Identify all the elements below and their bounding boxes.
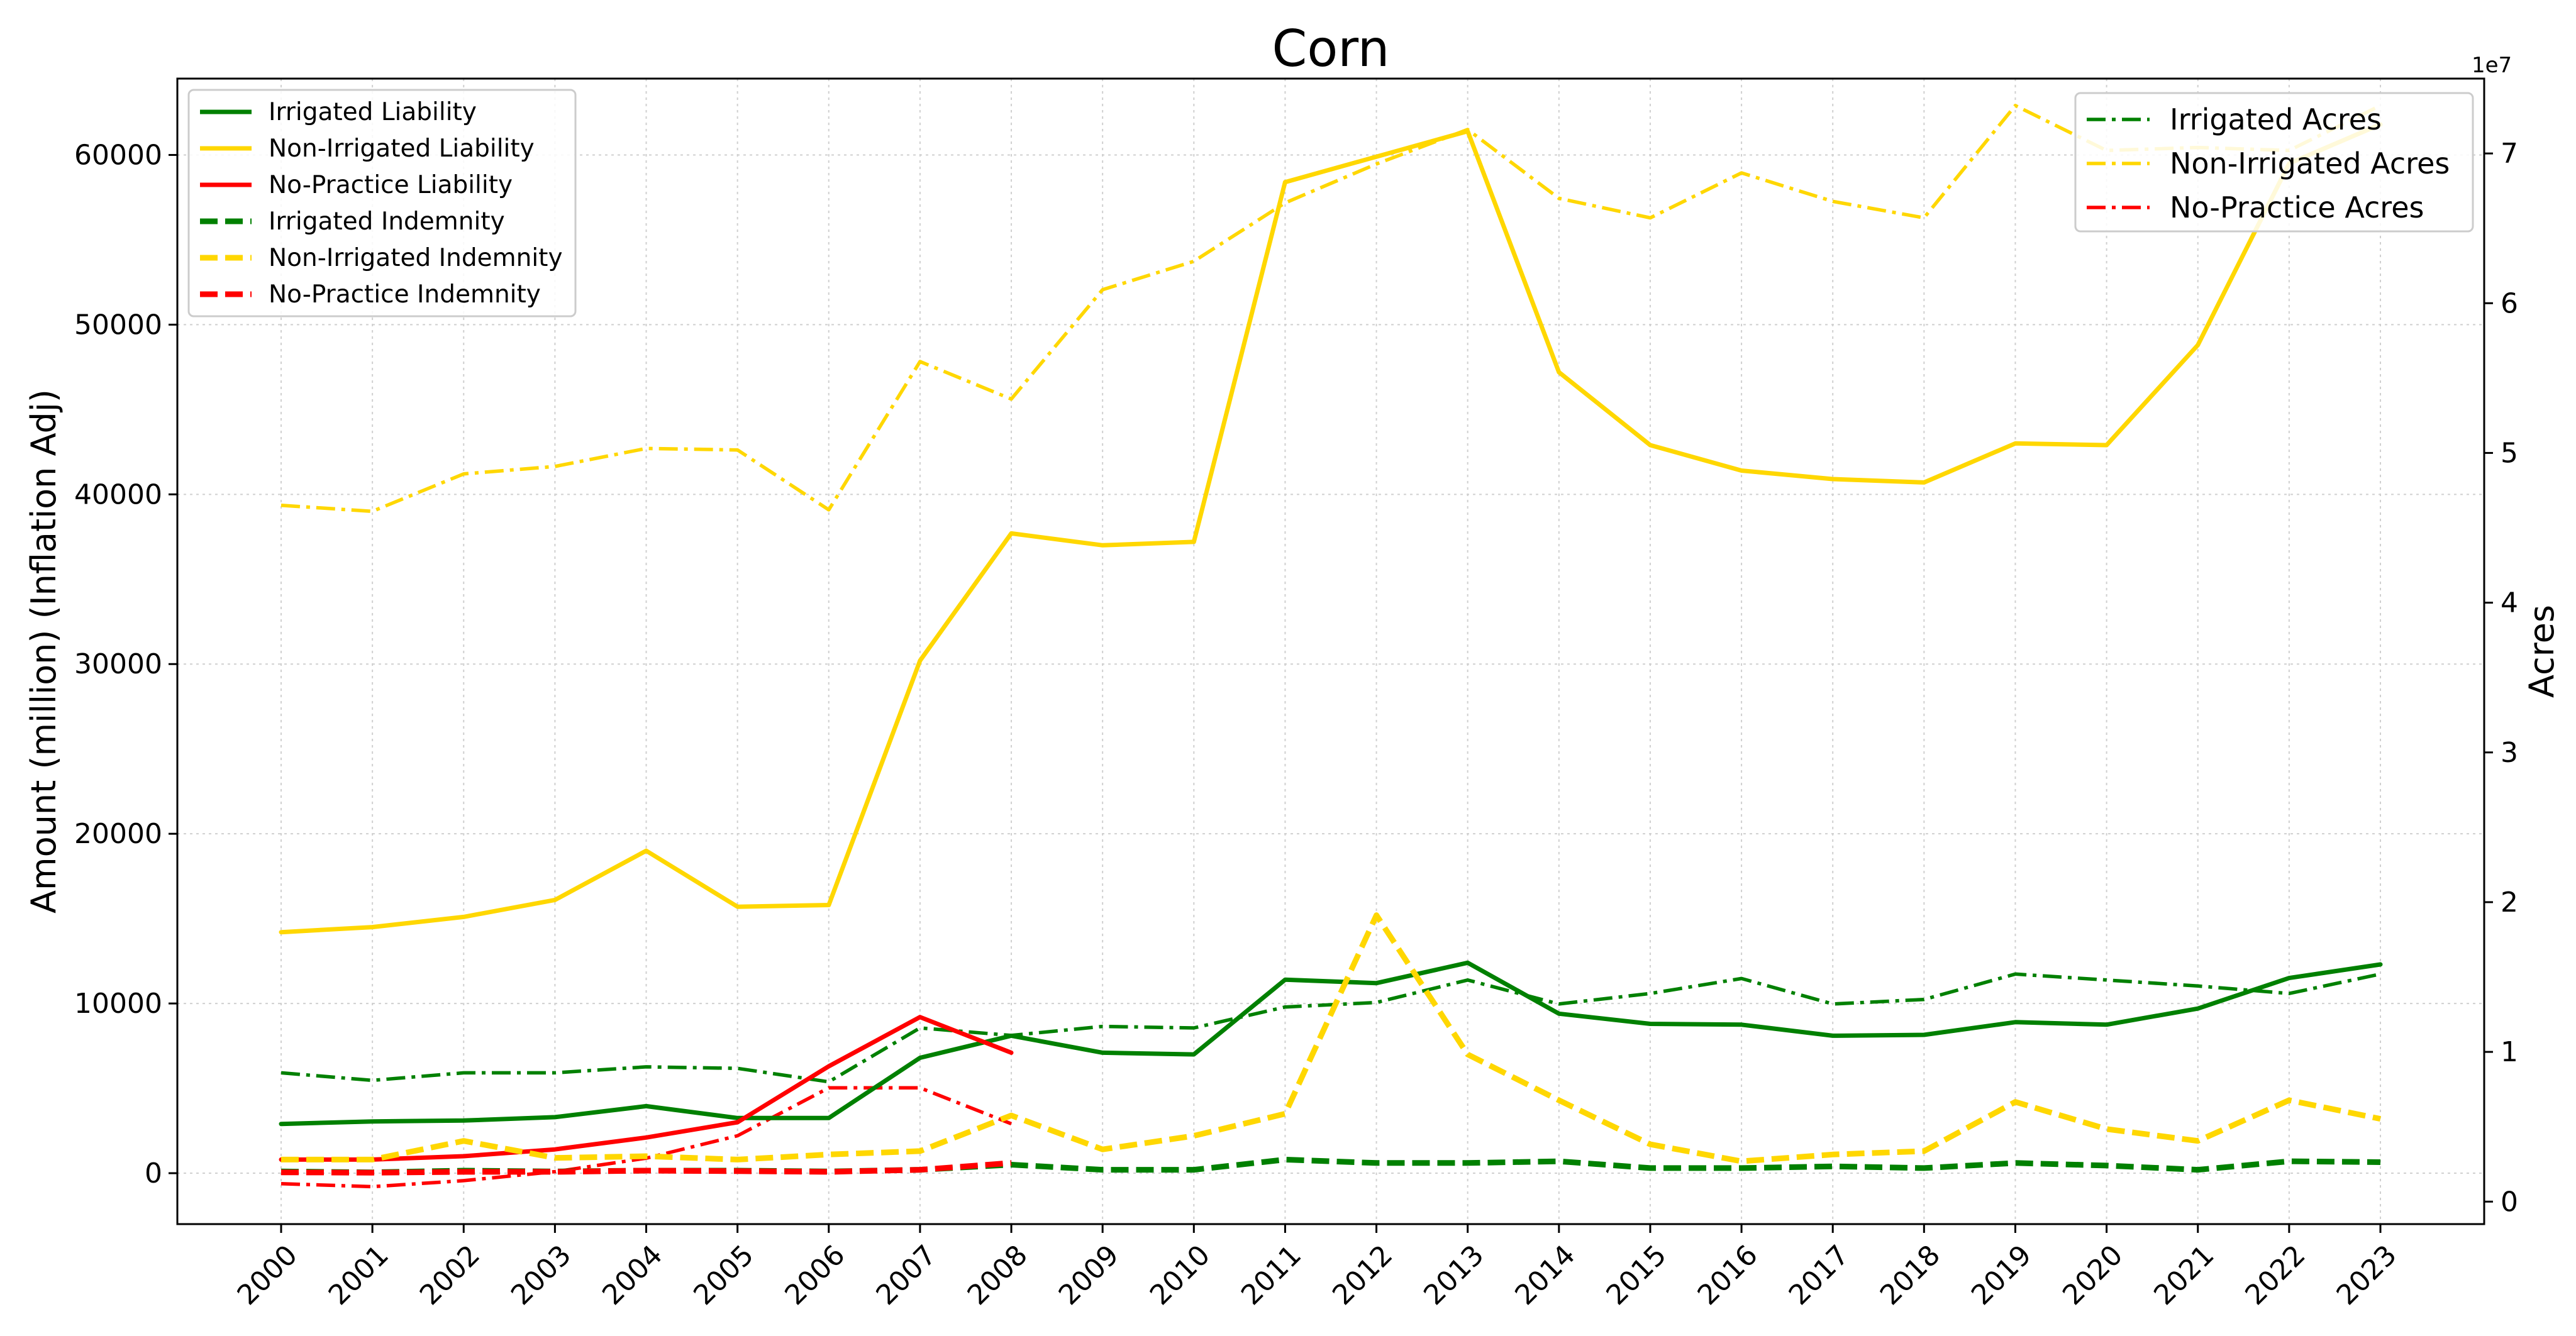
x-tick-label: 2015	[1600, 1239, 1672, 1311]
x-tick-label: 2023	[2331, 1239, 2403, 1311]
x-tick-label: 2006	[779, 1239, 851, 1311]
legend-left-label: Irrigated Liability	[269, 98, 477, 126]
y-axis-right: 0 1 2 3 4 5 6 7	[2484, 138, 2518, 1218]
x-tick-label: 2022	[2239, 1239, 2311, 1311]
y2-tick-label: 0	[2501, 1186, 2518, 1218]
series-line-amount-5	[280, 1160, 1012, 1176]
legend-right-label: Irrigated Acres	[2170, 102, 2382, 136]
series-lines	[279, 104, 2383, 1189]
legend-left-label: Irrigated Indemnity	[269, 207, 505, 236]
x-tick-label: 2021	[2148, 1239, 2220, 1311]
series-line-acres-1	[280, 104, 2382, 514]
x-tick-label: 2003	[505, 1239, 577, 1311]
legend-left-label: Non-Irrigated Indemnity	[269, 244, 563, 272]
y2-tick-label: 6	[2501, 287, 2518, 319]
y2-tick-label: 2	[2501, 886, 2518, 919]
legend-left-label: No-Practice Liability	[269, 171, 513, 199]
y-tick-label: 0	[145, 1157, 162, 1190]
series-line-acres-0	[280, 972, 2381, 1084]
legend-right-box	[2074, 92, 2474, 233]
y-tick-label: 50000	[74, 309, 162, 341]
x-tick-label: 2013	[1418, 1239, 1490, 1311]
x-tick-label: 2005	[687, 1239, 760, 1311]
x-tick-label: 2000	[231, 1239, 304, 1311]
y2-tick-label: 4	[2501, 587, 2518, 619]
series-line-amount-0	[279, 960, 2383, 1127]
x-tick-label: 2011	[1235, 1239, 1307, 1311]
legend-left-box	[187, 89, 577, 317]
y-tick-label: 30000	[74, 648, 162, 680]
x-tick-label: 2017	[1783, 1239, 1855, 1311]
chart-title: Corn	[1272, 19, 1390, 78]
y2-tick-label: 1	[2501, 1036, 2518, 1068]
grid	[177, 79, 2484, 1224]
y2-tick-label: 7	[2501, 138, 2518, 170]
x-tick-label: 2002	[414, 1239, 486, 1311]
x-tick-label: 2004	[596, 1239, 669, 1311]
legend-right: Irrigated Acres Non-Irrigated Acres No-Pra…	[2074, 92, 2474, 233]
legend-right-label: Non-Irrigated Acres	[2170, 146, 2450, 180]
y2-axis-label: Acres	[2522, 605, 2562, 698]
x-tick-label: 2007	[870, 1239, 942, 1311]
series-line-amount-1	[279, 122, 2383, 935]
y2-tick-label: 5	[2501, 437, 2518, 469]
plot-frame	[176, 77, 2485, 1225]
y-axis-left: 0 10000 20000 30000 40000 50000 60000	[74, 139, 177, 1190]
x-tick-label: 2012	[1326, 1239, 1399, 1311]
legend-left-label: Non-Irrigated Liability	[269, 135, 535, 163]
x-tick-label: 2019	[1965, 1239, 2038, 1311]
y2-tick-label: 3	[2501, 737, 2518, 769]
y-axis-label: Amount (million) (Inflation Adj)	[24, 389, 64, 914]
legend-right-label: No-Practice Acres	[2170, 190, 2424, 224]
y-tick-label: 40000	[74, 478, 162, 511]
x-tick-label: 2016	[1692, 1239, 1764, 1311]
legend-left-label: No-Practice Indemnity	[269, 280, 541, 309]
series-line-amount-3	[280, 1156, 2381, 1176]
x-tick-label: 2010	[1144, 1239, 1216, 1311]
x-tick-label: 2008	[962, 1239, 1034, 1311]
y-tick-label: 60000	[74, 139, 162, 171]
x-axis: 2000 2001 2002 2003 2004 2005 2006 2007 2008 2009…	[231, 1224, 2403, 1311]
y2-offset-label: 1e7	[2472, 53, 2512, 78]
x-tick-label: 2020	[2057, 1239, 2129, 1311]
x-tick-label: 2001	[323, 1239, 395, 1311]
series-line-amount-4	[281, 912, 2381, 1164]
legend-left: Irrigated Liability Non-Irrigated Liabili…	[187, 89, 577, 317]
x-tick-label: 2014	[1509, 1239, 1581, 1311]
y-tick-label: 20000	[74, 818, 162, 850]
y-tick-label: 10000	[74, 988, 162, 1020]
x-tick-label: 2018	[1874, 1239, 1946, 1311]
series-line-amount-2	[279, 1015, 1014, 1162]
x-tick-label: 2009	[1053, 1239, 1125, 1311]
